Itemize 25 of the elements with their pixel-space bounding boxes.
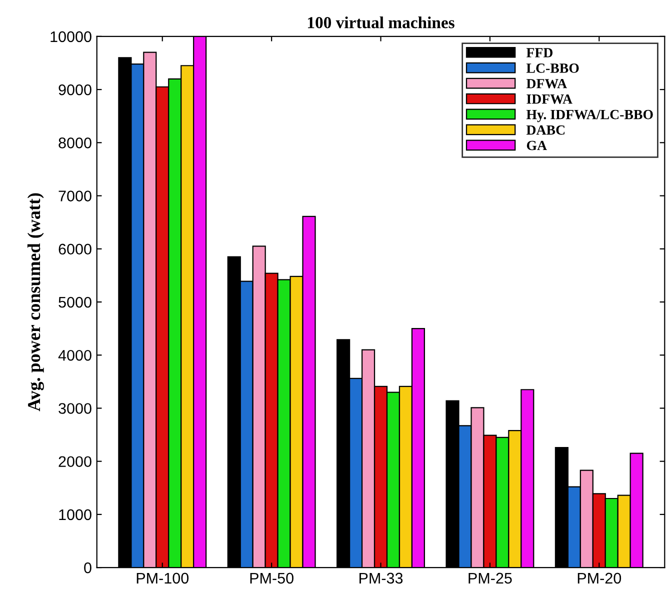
legend-label: DFWA bbox=[526, 79, 568, 88]
x-tick-label: PM-20 bbox=[578, 572, 622, 584]
y-tick-label: 5000 bbox=[58, 296, 92, 308]
legend-label: FFD bbox=[526, 48, 553, 58]
y-tick-label: 0 bbox=[84, 562, 92, 574]
legend-label: LC-BBO bbox=[526, 64, 579, 73]
legend-label: DABC bbox=[526, 125, 565, 135]
legend-label: Hy. IDFWA/LC-BBO bbox=[526, 110, 653, 122]
y-tick-label: 4000 bbox=[58, 350, 92, 361]
y-axis-title: Avg. power consumed (watt) bbox=[27, 193, 44, 412]
y-tick-label: 9000 bbox=[58, 84, 92, 96]
legend-label: GA bbox=[526, 140, 547, 150]
y-tick-label: 2000 bbox=[58, 456, 92, 468]
chart-title: 100 virtual machines bbox=[308, 16, 454, 28]
y-tick-label: 7000 bbox=[58, 190, 92, 202]
y-tick-label: 8000 bbox=[58, 138, 92, 148]
y-tick-label: 3000 bbox=[58, 403, 92, 414]
y-tick-label: 1000 bbox=[59, 509, 92, 520]
x-tick-label: PM-100 bbox=[136, 572, 189, 584]
y-tick-label: 6000 bbox=[58, 244, 92, 255]
y-tick-label: 10000 bbox=[50, 31, 92, 42]
x-tick-label: PM-50 bbox=[250, 572, 294, 584]
x-tick-label: PM-33 bbox=[360, 572, 403, 584]
legend-label: IDFWA bbox=[526, 94, 572, 104]
x-tick-label: PM-25 bbox=[468, 572, 512, 584]
